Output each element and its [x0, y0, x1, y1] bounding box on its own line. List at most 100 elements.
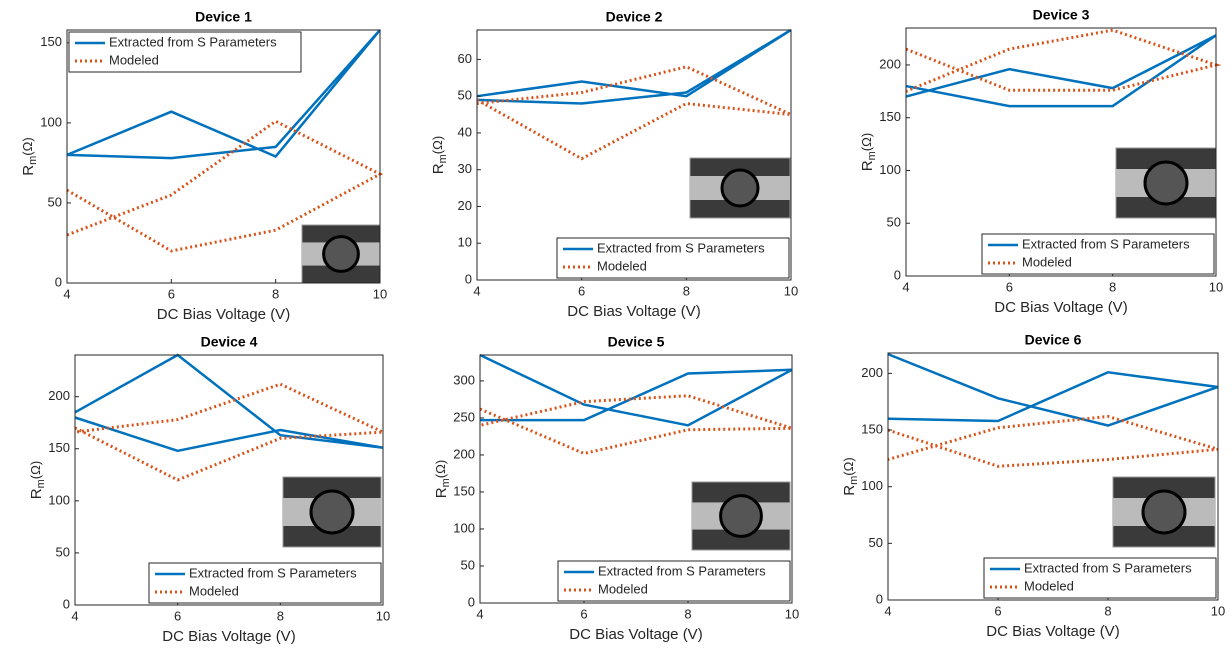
x-tick-label: 4	[902, 279, 909, 294]
y-axis-label-part: (Ω)	[859, 133, 874, 151]
x-tick-label: 10	[1209, 279, 1223, 294]
y-tick-label: 50	[461, 557, 475, 572]
y-tick-label: 250	[453, 409, 475, 424]
chart-title: Device 2	[606, 9, 663, 25]
y-tick-label: 50	[458, 88, 472, 103]
y-axis-label-part: (Ω)	[433, 460, 448, 478]
y-tick-label: 200	[861, 365, 883, 380]
x-tick-label: 6	[1006, 279, 1013, 294]
y-tick-label: 150	[879, 109, 901, 124]
y-tick-label: 60	[458, 51, 472, 66]
legend-label: Modeled	[189, 583, 239, 598]
y-tick-label: 0	[468, 594, 475, 609]
y-axis-label-part: m	[848, 476, 860, 485]
y-axis-label-part: (Ω)	[841, 457, 856, 475]
legend-label: Modeled	[1024, 578, 1074, 593]
x-axis-label: DC Bias Voltage (V)	[567, 303, 700, 320]
y-tick-label: 20	[458, 198, 472, 213]
chart-title: Device 6	[1025, 332, 1082, 348]
legend-label: Modeled	[597, 258, 647, 273]
y-axis-label: Rm(Ω)	[433, 460, 452, 498]
y-axis-label-part: R	[859, 160, 876, 171]
legend-label: Extracted from S Parameters	[1022, 236, 1190, 251]
x-tick-label: 10	[373, 286, 387, 301]
y-axis-label: Rm(Ω)	[20, 137, 39, 175]
x-tick-label: 8	[272, 286, 279, 301]
x-tick-label: 6	[578, 283, 585, 298]
y-tick-label: 0	[63, 596, 70, 611]
y-tick-label: 100	[48, 492, 70, 507]
x-tick-label: 10	[1211, 603, 1225, 618]
figure: 05010015046810Device 1DC Bias Voltage (V…	[0, 0, 1232, 658]
y-axis-label-part: R	[430, 163, 447, 174]
x-tick-label: 6	[994, 603, 1001, 618]
chart-title: Device 5	[608, 334, 665, 350]
x-tick-label: 4	[473, 283, 480, 298]
legend-label: Extracted from S Parameters	[1024, 560, 1192, 575]
chart-title: Device 3	[1033, 7, 1090, 23]
y-axis-label-part: m	[27, 156, 39, 165]
y-axis-label-part: m	[866, 151, 878, 160]
y-axis-label-part: R	[20, 165, 37, 176]
y-tick-label: 150	[48, 440, 70, 455]
y-tick-label: 300	[453, 372, 475, 387]
inset-disc	[324, 237, 359, 272]
x-tick-label: 8	[1104, 603, 1111, 618]
y-axis-label-part: m	[440, 478, 452, 487]
y-axis-label: Rm(Ω)	[841, 457, 860, 495]
chart-title: Device 1	[195, 9, 252, 25]
x-axis-label: DC Bias Voltage (V)	[157, 306, 290, 323]
y-tick-label: 200	[453, 446, 475, 461]
y-tick-label: 0	[876, 591, 883, 606]
x-tick-label: 10	[785, 606, 799, 621]
y-tick-label: 100	[453, 520, 475, 535]
x-axis-label: DC Bias Voltage (V)	[569, 626, 702, 643]
y-tick-label: 0	[55, 274, 62, 289]
x-axis-label: DC Bias Voltage (V)	[162, 628, 295, 645]
inset-disc	[722, 170, 758, 206]
x-tick-label: 10	[376, 608, 390, 623]
legend-label: Modeled	[109, 52, 159, 67]
y-tick-label: 50	[56, 544, 70, 559]
x-tick-label: 4	[71, 608, 78, 623]
y-tick-label: 150	[861, 421, 883, 436]
y-tick-label: 50	[48, 194, 62, 209]
y-axis-label-part: (Ω)	[20, 137, 35, 155]
y-tick-label: 200	[879, 56, 901, 71]
y-tick-label: 100	[861, 478, 883, 493]
subplot: 05010015020046810Device 4DC Bias Voltage…	[28, 334, 390, 645]
x-axis-label: DC Bias Voltage (V)	[994, 299, 1127, 316]
x-tick-label: 8	[277, 608, 284, 623]
y-tick-label: 100	[879, 162, 901, 177]
y-tick-label: 150	[40, 34, 62, 49]
y-axis-label: Rm(Ω)	[430, 136, 449, 174]
chart-title: Device 4	[201, 334, 258, 350]
x-tick-label: 8	[1109, 279, 1116, 294]
x-tick-label: 6	[580, 606, 587, 621]
legend-label: Extracted from S Parameters	[109, 34, 277, 49]
y-axis-label: Rm(Ω)	[28, 461, 47, 499]
y-axis-label-part: (Ω)	[430, 136, 445, 154]
inset-disc	[311, 491, 353, 533]
y-tick-label: 0	[465, 271, 472, 286]
y-axis-label-part: R	[28, 488, 45, 499]
y-tick-label: 0	[894, 267, 901, 282]
x-tick-label: 4	[476, 606, 483, 621]
y-tick-label: 10	[458, 235, 472, 250]
inset-disc	[721, 496, 762, 537]
x-axis-label: DC Bias Voltage (V)	[986, 623, 1119, 640]
x-tick-label: 8	[683, 283, 690, 298]
x-tick-label: 6	[174, 608, 181, 623]
inset-disc	[1143, 491, 1185, 533]
legend-label: Extracted from S Parameters	[598, 563, 766, 578]
y-axis-label-part: R	[433, 487, 450, 498]
y-tick-label: 100	[40, 114, 62, 129]
x-tick-label: 6	[168, 286, 175, 301]
y-tick-label: 30	[458, 161, 472, 176]
y-axis-label-part: (Ω)	[28, 461, 43, 479]
